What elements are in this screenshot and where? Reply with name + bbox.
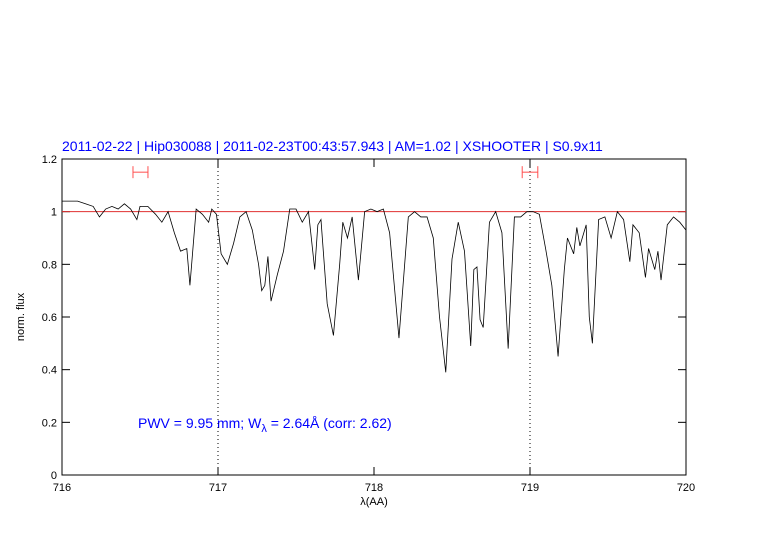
y-tick-label: 0: [51, 470, 57, 482]
x-tick-label: 717: [209, 482, 227, 494]
y-tick-label: 1: [51, 207, 57, 219]
y-tick-label: 0.2: [42, 417, 57, 429]
chart-title: 2011-02-22 | Hip030088 | 2011-02-23T00:4…: [62, 138, 603, 154]
annotation-text: PWV = 9.95 mm; W: [138, 415, 262, 431]
x-axis-label: λ(AA): [360, 496, 388, 508]
annotation-text: = 2.64Å (corr: 2.62): [267, 415, 392, 431]
range-marker: [521, 166, 539, 179]
y-tick-label: 0.6: [42, 312, 57, 324]
y-tick-label: 0.4: [42, 365, 57, 377]
annotation: PWV = 9.95 mm; Wλ = 2.64Å (corr: 2.62): [138, 415, 392, 435]
x-tick-label: 719: [521, 482, 539, 494]
range-marker: [132, 166, 149, 179]
y-axis-label: norm. flux: [15, 292, 27, 341]
x-tick-label: 720: [677, 482, 695, 494]
x-tick-label: 718: [365, 482, 383, 494]
x-tick-label: 716: [53, 482, 71, 494]
y-tick-label: 1.2: [42, 154, 57, 166]
y-tick-label: 0.8: [42, 259, 57, 271]
spectrum-line: [62, 200, 687, 373]
annotation-subscript: λ: [261, 423, 267, 435]
